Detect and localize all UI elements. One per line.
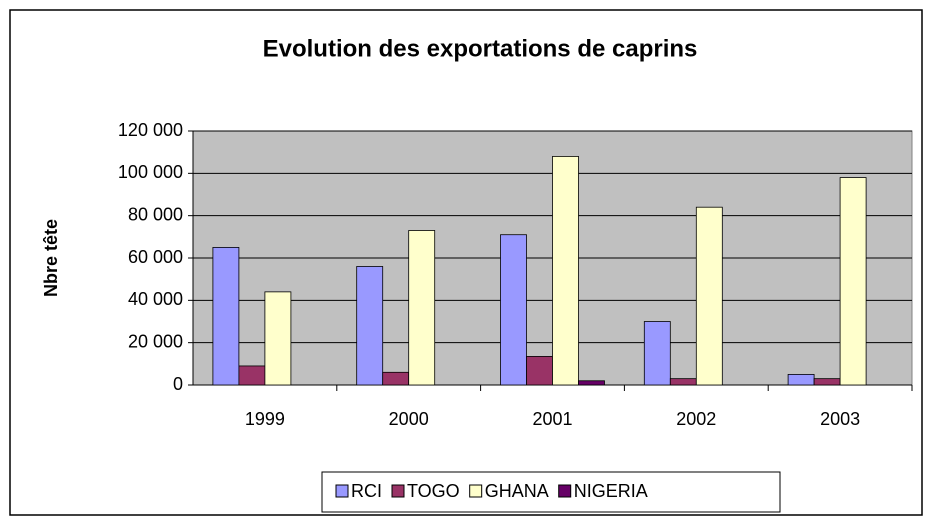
- x-tick-label: 2001: [532, 409, 572, 429]
- legend-swatch: [558, 484, 572, 498]
- bar: [238, 365, 266, 386]
- bar: [787, 374, 815, 386]
- bar: [578, 380, 605, 386]
- bar: [212, 247, 240, 386]
- bar: [264, 291, 292, 386]
- x-tick-label: 2000: [389, 409, 429, 429]
- bar: [669, 378, 697, 386]
- bar: [695, 206, 723, 386]
- y-tick-label: 20 000: [128, 331, 183, 351]
- legend-swatch: [391, 484, 405, 498]
- bar: [526, 356, 553, 386]
- y-tick-label: 120 000: [118, 120, 183, 140]
- y-tick-label: 0: [173, 374, 183, 394]
- bar: [408, 230, 436, 386]
- legend-swatch: [335, 484, 349, 498]
- legend-label: NIGERIA: [574, 481, 648, 501]
- legend-box: [321, 471, 781, 513]
- bar: [500, 234, 527, 386]
- y-tick-label: 40 000: [128, 289, 183, 309]
- bar: [643, 321, 671, 386]
- bar: [356, 266, 384, 386]
- legend-label: GHANA: [485, 481, 549, 501]
- legend-swatch: [469, 484, 483, 498]
- legend-label: TOGO: [407, 481, 460, 501]
- y-tick-label: 80 000: [128, 204, 183, 224]
- legend-label: RCI: [351, 481, 382, 501]
- x-tick-label: 2003: [820, 409, 860, 429]
- bar: [382, 371, 410, 386]
- bar: [552, 155, 579, 386]
- bar: [839, 177, 867, 386]
- y-tick-label: 100 000: [118, 162, 183, 182]
- y-axis-label: Nbre tête: [41, 219, 61, 297]
- x-tick-label: 1999: [245, 409, 285, 429]
- y-tick-label: 60 000: [128, 247, 183, 267]
- chart-title: Evolution des exportations de caprins: [263, 35, 698, 62]
- x-tick-label: 2002: [676, 409, 716, 429]
- bar: [813, 378, 841, 386]
